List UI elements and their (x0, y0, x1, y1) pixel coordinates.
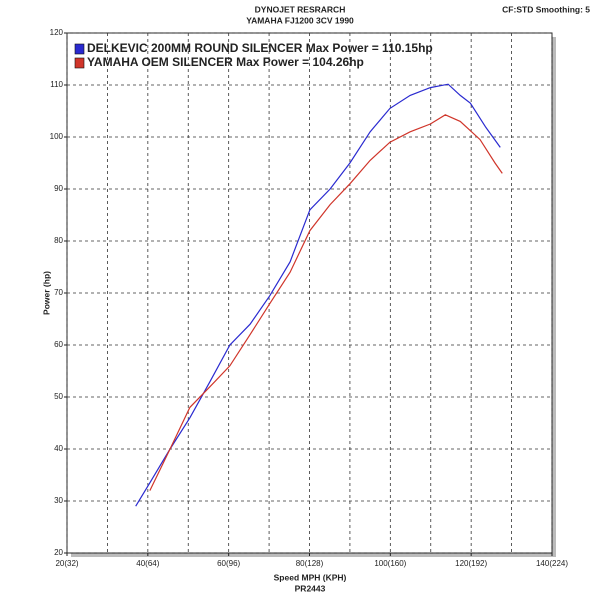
legend-label: YAMAHA OEM SILENCER Max Power = 104.26hp (87, 55, 364, 69)
y-tick-label: 40 (54, 444, 63, 453)
y-tick-label: 30 (54, 496, 63, 505)
y-tick-label: 90 (54, 184, 63, 193)
y-tick-label: 70 (54, 288, 63, 297)
x-tick-label: 60(96) (217, 559, 240, 568)
x-axis-label: Speed MPH (KPH) (274, 572, 347, 582)
y-tick-label: 100 (50, 132, 64, 141)
y-axis-label: Power (hp) (41, 271, 51, 315)
legend-label: DELKEVIC 200MM ROUND SILENCER Max Power … (87, 41, 433, 55)
y-tick-label: 60 (54, 340, 63, 349)
chart-title: DYNOJET RESRARCH (255, 4, 346, 14)
chart-subtitle: YAMAHA FJ1200 3CV 1990 (246, 15, 354, 25)
legend-swatch (74, 43, 85, 55)
series-line (135, 83, 501, 507)
x-tick-label: 40(64) (136, 559, 159, 568)
series-line (149, 114, 503, 491)
y-tick-label: 20 (54, 548, 63, 557)
x-tick-label: 120(192) (455, 559, 487, 568)
x-tick-label: 100(160) (374, 559, 406, 568)
annotation: CF:STD Smoothing: 5 (502, 4, 590, 14)
footer: PR2443 (295, 583, 326, 593)
y-tick-label: 80 (54, 236, 63, 245)
x-tick-label: 140(224) (536, 559, 568, 568)
y-tick-label: 50 (54, 392, 63, 401)
legend-swatch (74, 57, 85, 69)
x-tick-label: 80(128) (296, 559, 324, 568)
x-tick-label: 20(32) (55, 559, 78, 568)
y-tick-label: 110 (50, 80, 63, 89)
y-tick-label: 120 (50, 28, 64, 37)
